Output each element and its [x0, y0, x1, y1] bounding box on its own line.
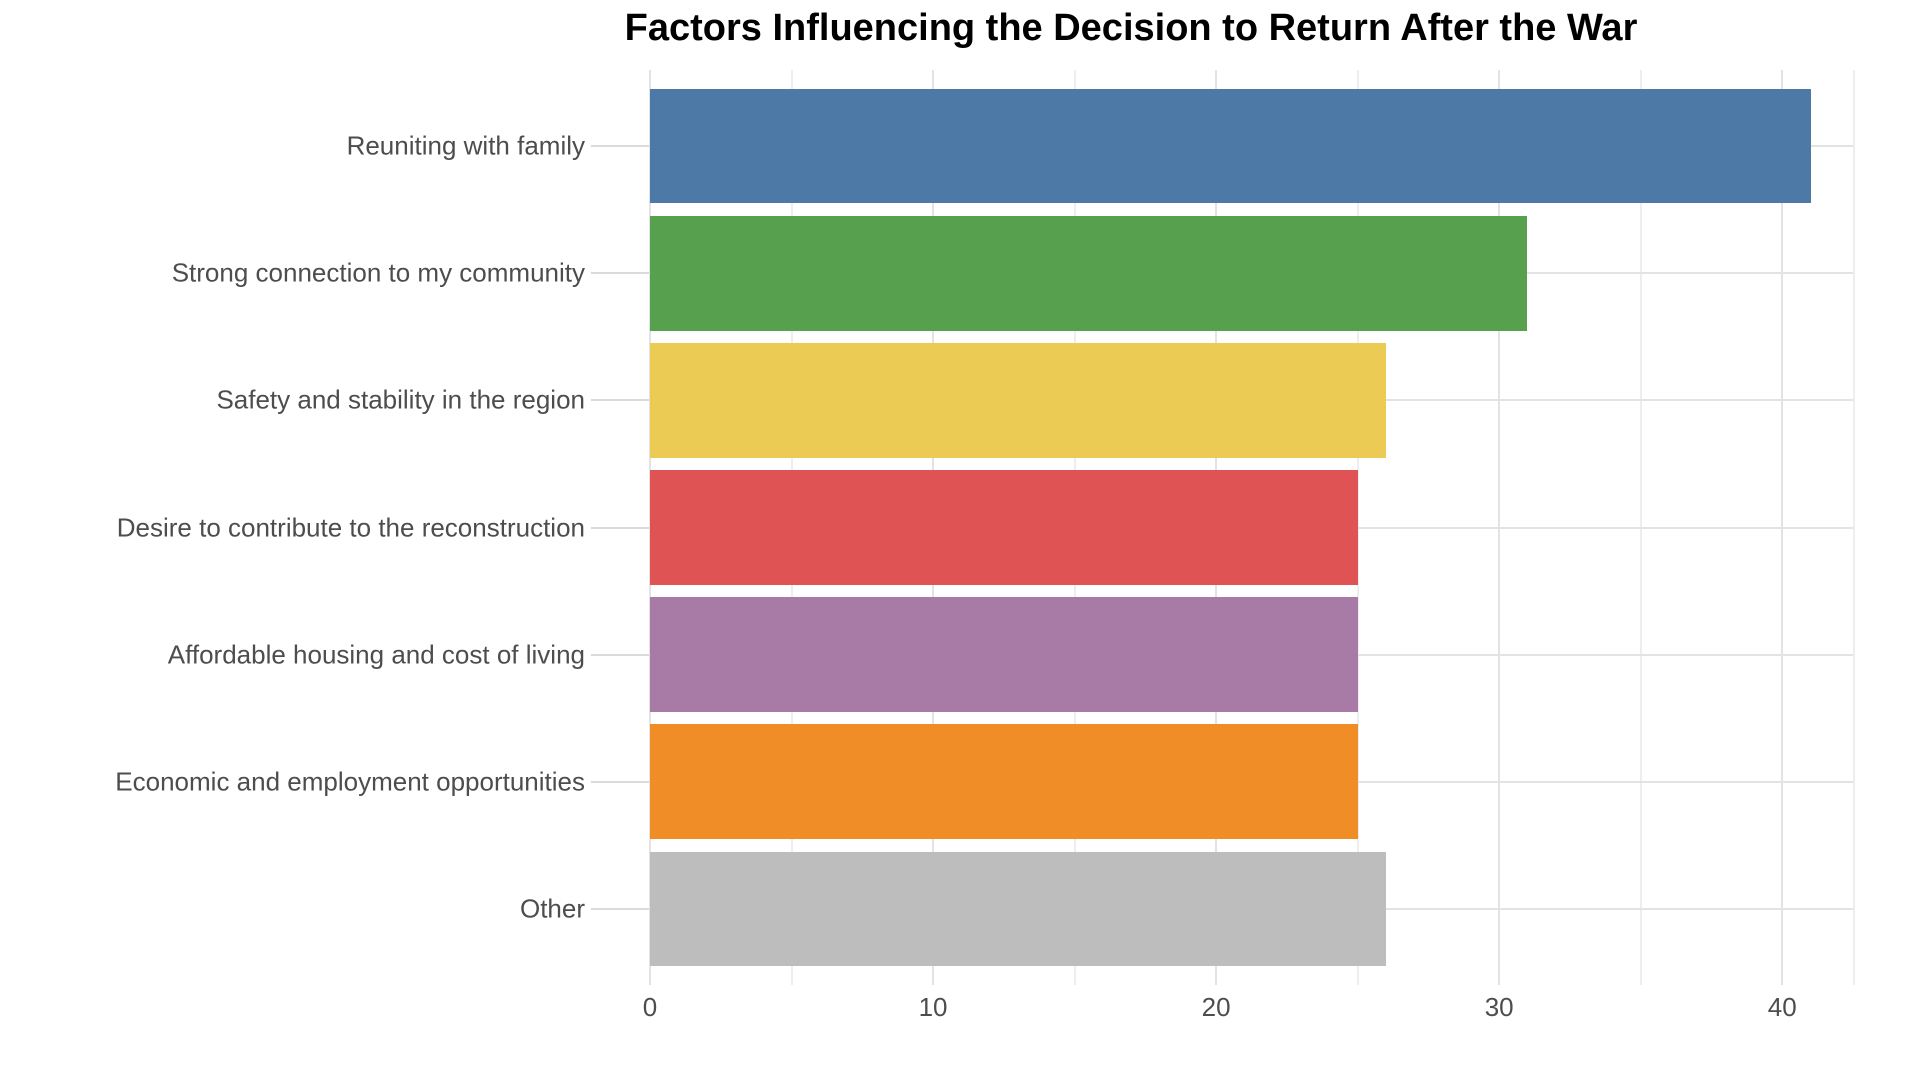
bar [650, 597, 1358, 712]
x-tick-label: 30 [1484, 992, 1514, 1022]
y-tick-mark [591, 145, 649, 148]
y-tick-mark [591, 653, 649, 656]
category-label: Strong connection to my community [171, 257, 585, 288]
y-tick-mark [591, 272, 649, 275]
y-tick-mark [591, 526, 649, 529]
category-label: Safety and stability in the region [216, 384, 585, 415]
plot-panel [649, 70, 1855, 985]
bar [650, 851, 1386, 966]
category-label: Other [519, 893, 585, 924]
bar [650, 470, 1358, 585]
category-label: Economic and employment opportunities [115, 766, 585, 797]
x-tick-label: 20 [1201, 992, 1231, 1022]
x-tick-label: 10 [918, 992, 948, 1022]
bar [650, 724, 1358, 839]
bar [650, 89, 1811, 204]
category-label: Desire to contribute to the reconstructi… [116, 512, 585, 542]
y-tick-mark [591, 399, 649, 402]
bar [650, 343, 1386, 458]
bar [650, 216, 1528, 331]
chart-title: Factors Influencing the Decision to Retu… [624, 7, 1638, 49]
y-tick-mark [591, 907, 649, 910]
category-label: Reuniting with family [346, 130, 585, 161]
x-tick-label: 40 [1767, 992, 1797, 1022]
category-label: Affordable housing and cost of living [167, 639, 585, 670]
y-tick-mark [591, 780, 649, 783]
x-tick-label: 0 [642, 992, 658, 1022]
